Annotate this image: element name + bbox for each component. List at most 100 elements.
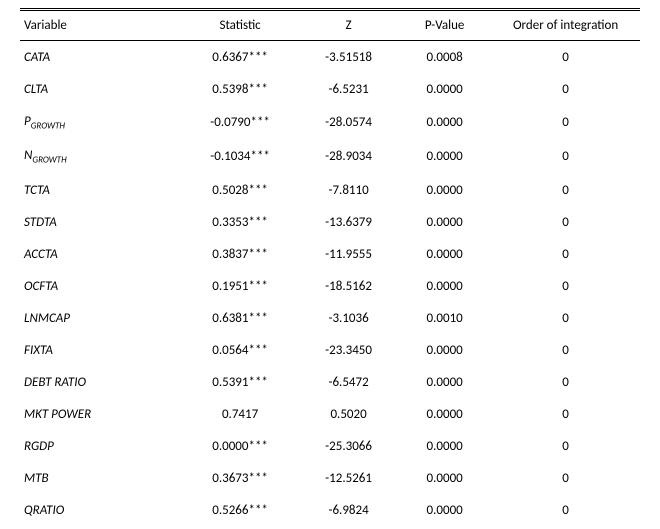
statistic-cell: 0.5028*** <box>181 174 299 206</box>
z-cell: -23.3450 <box>299 334 398 366</box>
table-row: TCTA0.5028***-7.81100.00000 <box>20 174 640 206</box>
order-cell: 0 <box>491 334 640 366</box>
z-cell: -28.9034 <box>299 140 398 175</box>
statistic-cell: 0.6367*** <box>181 41 299 74</box>
table-row: MKT POWER0.74170.50200.00000 <box>20 398 640 430</box>
pvalue-cell: 0.0000 <box>398 206 491 238</box>
z-cell: -3.1036 <box>299 302 398 334</box>
variable-subscript: GROWTH <box>31 120 65 131</box>
pvalue-cell: 0.0000 <box>398 270 491 302</box>
table-row: CLTA 0.5398***-6.52310.00000 <box>20 73 640 105</box>
pvalue-cell: 0.0000 <box>398 238 491 270</box>
variable-cell: STDTA <box>20 206 181 238</box>
z-cell: -7.8110 <box>299 174 398 206</box>
z-cell: -12.5261 <box>299 462 398 494</box>
variable-name: CATA <box>24 50 50 65</box>
order-cell: 0 <box>491 270 640 302</box>
z-cell: -25.3066 <box>299 430 398 462</box>
variable-cell: ACCTA <box>20 238 181 270</box>
variable-name: ACCTA <box>24 247 58 262</box>
pvalue-cell: 0.0000 <box>398 366 491 398</box>
statistic-cell: -0.0790*** <box>181 105 299 140</box>
order-cell: 0 <box>491 494 640 526</box>
statistic-cell: -0.1034*** <box>181 140 299 175</box>
z-cell: 0.5020 <box>299 398 398 430</box>
header-pvalue: P-Value <box>398 10 491 41</box>
order-cell: 0 <box>491 238 640 270</box>
z-cell: -3.51518 <box>299 41 398 74</box>
pvalue-cell: 0.0000 <box>398 334 491 366</box>
variable-subscript: GROWTH <box>32 155 66 166</box>
pvalue-cell: 0.0000 <box>398 140 491 175</box>
variable-cell: LNMCAP <box>20 302 181 334</box>
variable-name: RGDP <box>24 439 54 454</box>
pvalue-cell: 0.0008 <box>398 41 491 74</box>
table-header-row: Variable Statistic Z P-Value Order of in… <box>20 10 640 41</box>
pvalue-cell: 0.0000 <box>398 73 491 105</box>
order-cell: 0 <box>491 41 640 74</box>
order-cell: 0 <box>491 302 640 334</box>
statistic-cell: 0.0564*** <box>181 334 299 366</box>
table-row: ACCTA 0.3837***-11.95550.00000 <box>20 238 640 270</box>
statistic-cell: 0.1951*** <box>181 270 299 302</box>
pvalue-cell: 0.0000 <box>398 398 491 430</box>
variable-cell: CLTA <box>20 73 181 105</box>
order-cell: 0 <box>491 174 640 206</box>
header-order: Order of integration <box>491 10 640 41</box>
variable-name: CLTA <box>24 82 48 97</box>
variable-cell: CATA <box>20 41 181 74</box>
variable-cell: MTB <box>20 462 181 494</box>
variable-cell: RGDP <box>20 430 181 462</box>
statistic-cell: 0.5391*** <box>181 366 299 398</box>
statistic-cell: 0.7417 <box>181 398 299 430</box>
table-row: NGROWTH-0.1034***-28.90340.00000 <box>20 140 640 175</box>
order-cell: 0 <box>491 105 640 140</box>
pvalue-cell: 0.0000 <box>398 462 491 494</box>
statistic-cell: 0.5398*** <box>181 73 299 105</box>
z-cell: -28.0574 <box>299 105 398 140</box>
pvalue-cell: 0.0000 <box>398 174 491 206</box>
variable-cell: QRATIO <box>20 494 181 526</box>
pvalue-cell: 0.0010 <box>398 302 491 334</box>
table-row: RGDP0.0000***-25.30660.00000 <box>20 430 640 462</box>
stats-table: Variable Statistic Z P-Value Order of in… <box>20 8 640 526</box>
order-cell: 0 <box>491 398 640 430</box>
variable-cell: FIXTA <box>20 334 181 366</box>
statistic-cell: 0.3673*** <box>181 462 299 494</box>
table-row: QRATIO0.5266***-6.98240.00000 <box>20 494 640 526</box>
order-cell: 0 <box>491 462 640 494</box>
table-row: FIXTA0.0564***-23.34500.00000 <box>20 334 640 366</box>
header-z: Z <box>299 10 398 41</box>
order-cell: 0 <box>491 366 640 398</box>
variable-cell: TCTA <box>20 174 181 206</box>
statistic-cell: 0.3837*** <box>181 238 299 270</box>
pvalue-cell: 0.0000 <box>398 430 491 462</box>
z-cell: -18.5162 <box>299 270 398 302</box>
table-row: LNMCAP 0.6381***-3.10360.00100 <box>20 302 640 334</box>
order-cell: 0 <box>491 73 640 105</box>
variable-name: QRATIO <box>24 503 64 518</box>
variable-name: DEBT RATIO <box>24 375 86 390</box>
z-cell: -11.9555 <box>299 238 398 270</box>
z-cell: -13.6379 <box>299 206 398 238</box>
table-row: PGROWTH-0.0790***-28.05740.00000 <box>20 105 640 140</box>
table-row: STDTA 0.3353***-13.63790.00000 <box>20 206 640 238</box>
z-cell: -6.5231 <box>299 73 398 105</box>
statistic-cell: 0.6381*** <box>181 302 299 334</box>
header-statistic: Statistic <box>181 10 299 41</box>
statistic-cell: 0.5266*** <box>181 494 299 526</box>
order-cell: 0 <box>491 140 640 175</box>
header-variable: Variable <box>20 10 181 41</box>
variable-cell: OCFTA <box>20 270 181 302</box>
variable-name: STDTA <box>24 215 57 230</box>
variable-name: LNMCAP <box>24 311 70 326</box>
variable-name: MTB <box>24 471 49 486</box>
variable-cell: PGROWTH <box>20 105 181 140</box>
table-row: CATA 0.6367***-3.515180.00080 <box>20 41 640 74</box>
order-cell: 0 <box>491 206 640 238</box>
pvalue-cell: 0.0000 <box>398 105 491 140</box>
pvalue-cell: 0.0000 <box>398 494 491 526</box>
statistic-cell: 0.3353*** <box>181 206 299 238</box>
table-row: MTB 0.3673***-12.52610.00000 <box>20 462 640 494</box>
z-cell: -6.5472 <box>299 366 398 398</box>
